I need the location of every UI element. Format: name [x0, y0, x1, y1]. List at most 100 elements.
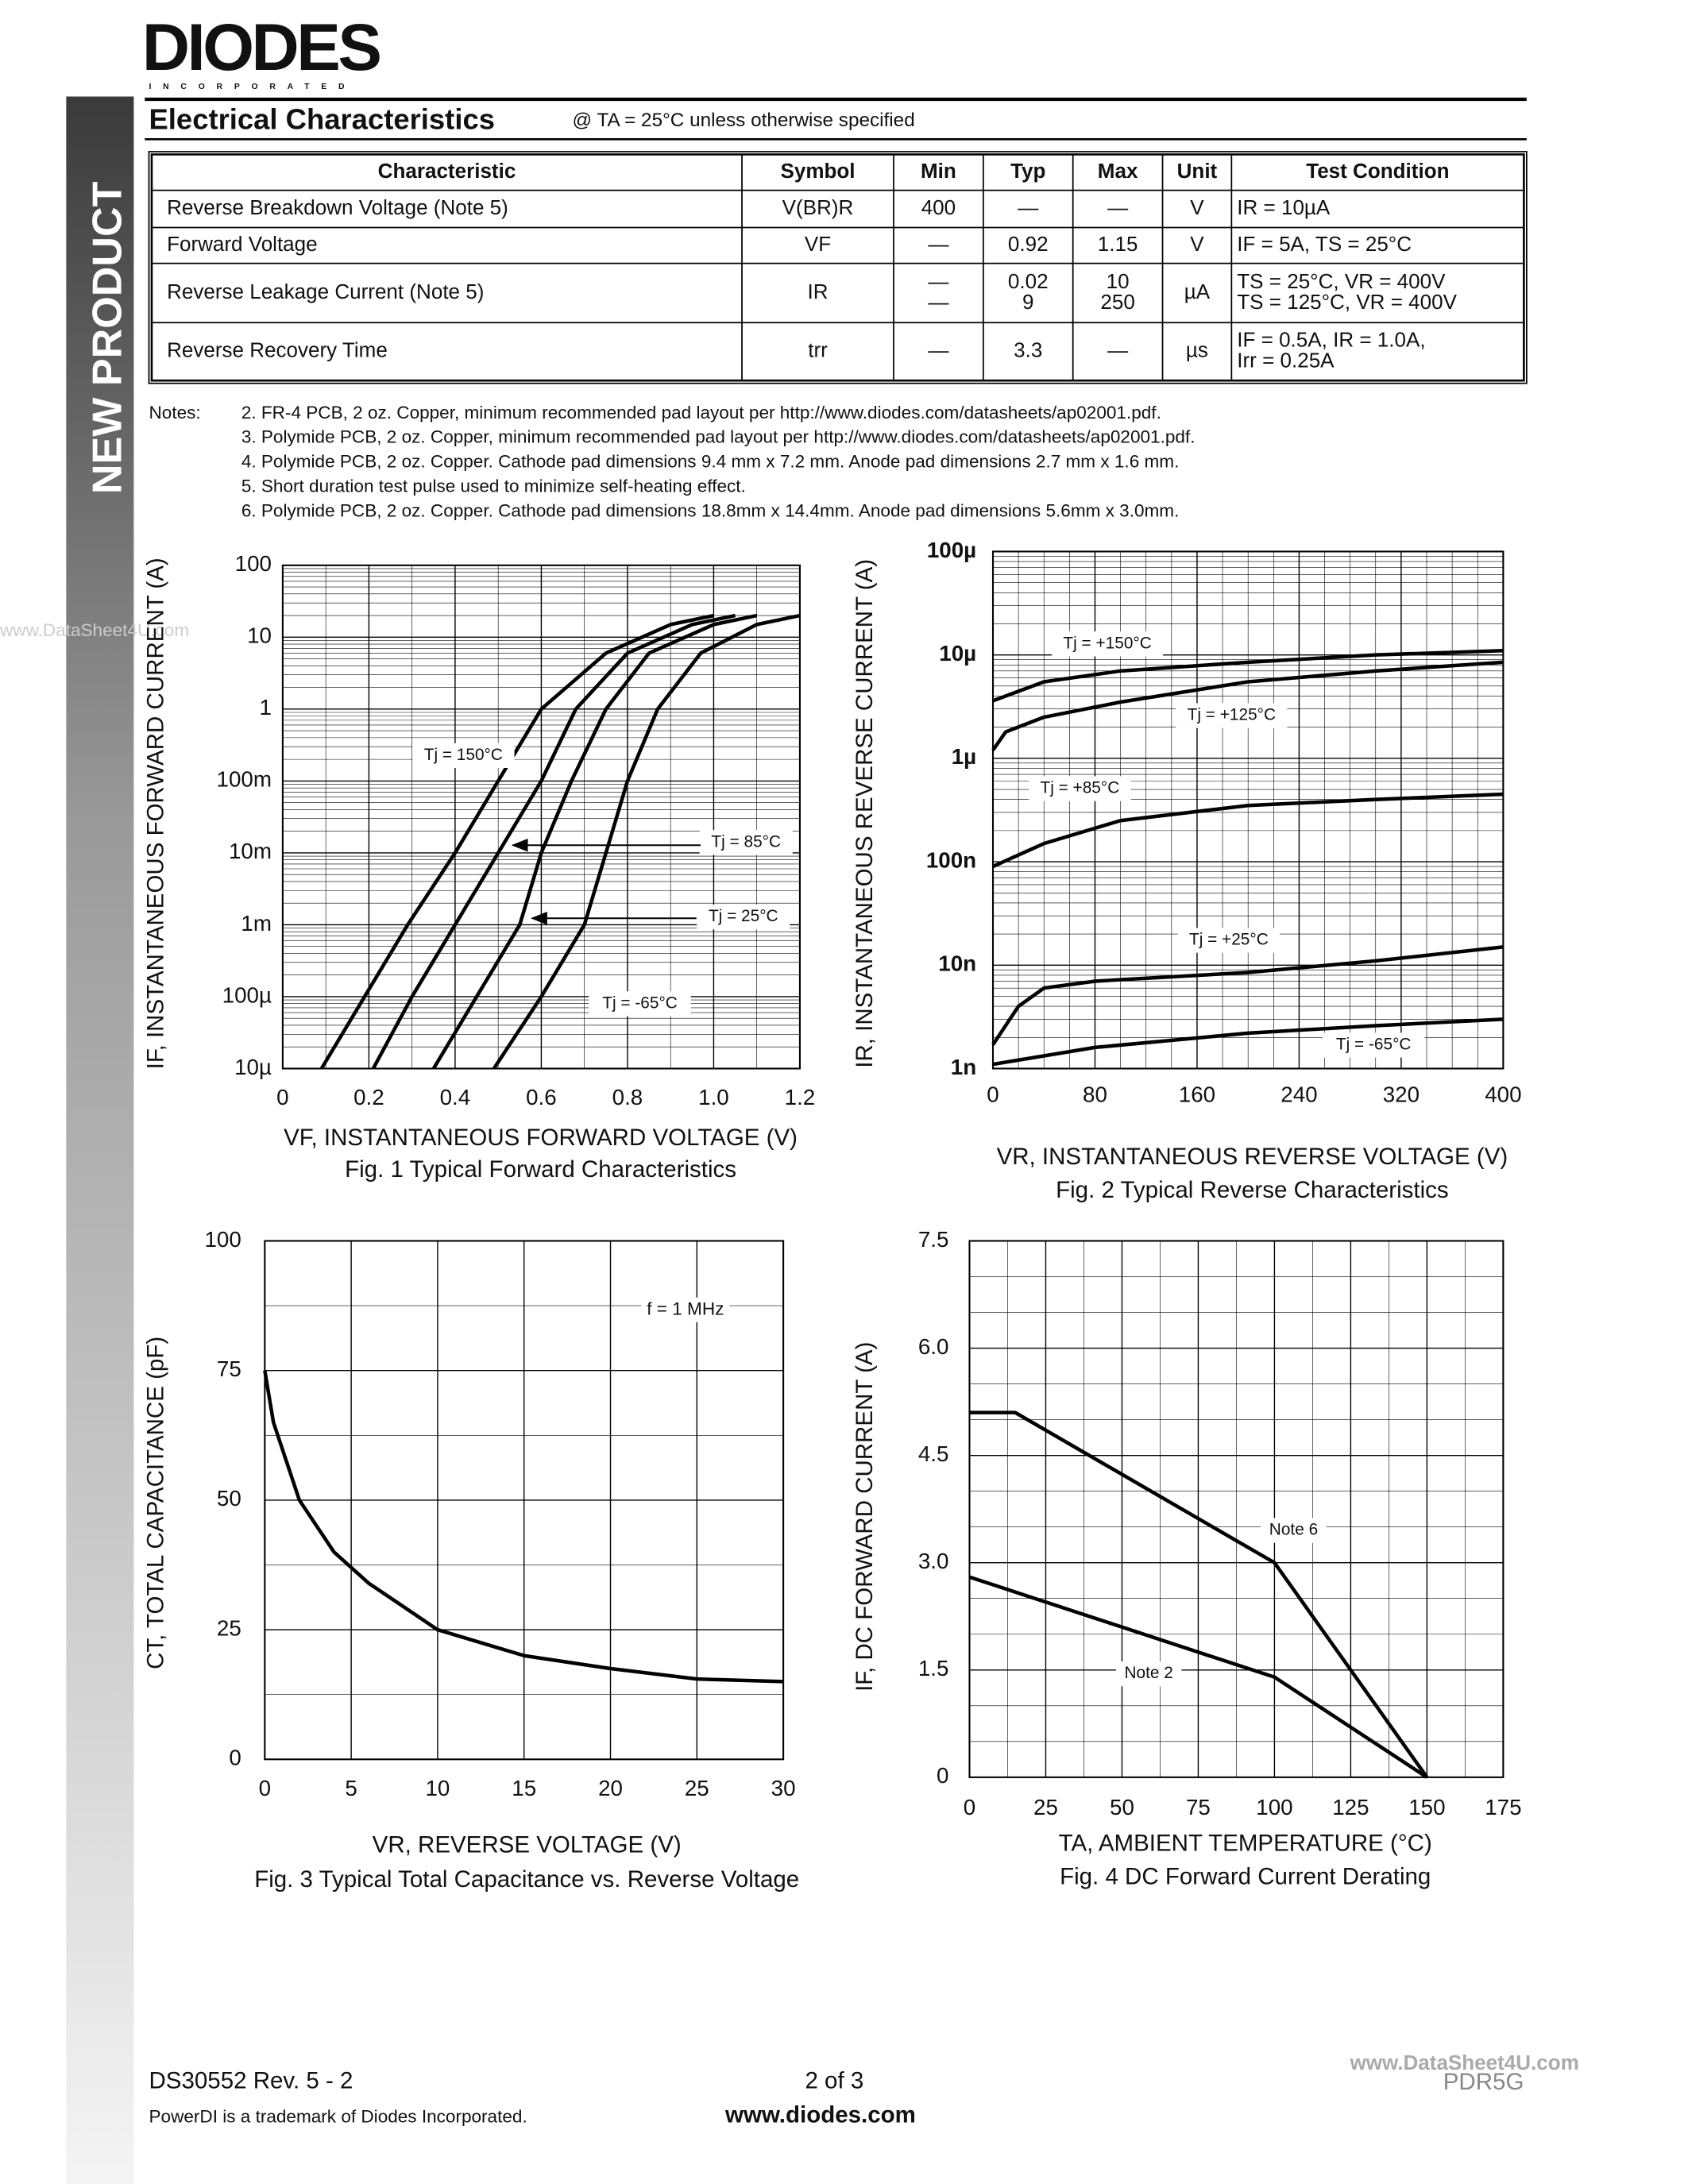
y-tick-label: 10m: [229, 839, 272, 863]
plot-frame: [968, 1240, 1505, 1778]
table-cell: V(BR)R: [782, 195, 854, 219]
table-cell: Irr = 0.25A: [1237, 349, 1335, 372]
y-tick-label: 25: [217, 1615, 241, 1640]
x-tick-label: 25: [685, 1776, 709, 1800]
y-tick-label: 0: [937, 1763, 948, 1788]
y-tick-label: 4.5: [918, 1441, 949, 1466]
label-bg: [1177, 928, 1280, 953]
chart: 0 5 10 15 20 25 30 0 25 50 75 100 f = 1 MHz VR, REVER…: [143, 1227, 799, 1893]
x-tick-label: 400: [1485, 1082, 1521, 1107]
note: 2. FR-4 PCB, 2 oz. Copper, minimum recom…: [241, 403, 1161, 423]
table-cell: —: [1107, 195, 1129, 219]
x-tick-label: 5: [345, 1776, 357, 1800]
table-cell: TS = 125°C, VR = 400V: [1237, 290, 1457, 314]
y-tick-label: 10: [247, 623, 272, 648]
column-header: Typ: [1010, 159, 1045, 183]
logo-sub: INCORPORATED: [149, 83, 356, 91]
x-tick-label: 1.2: [785, 1085, 816, 1109]
label-bg: [1115, 1661, 1182, 1687]
x-tick-label: 0.8: [612, 1085, 643, 1109]
series-label: Note 6: [1269, 1521, 1318, 1539]
table-cell: IF = 0.5A, IR = 1.0A,: [1237, 328, 1425, 352]
y-tick-label: 6.0: [918, 1334, 949, 1359]
y-tick-label: 7.5: [918, 1227, 949, 1252]
table-cell: —: [928, 269, 949, 293]
curve: [991, 660, 1504, 751]
part-number: PDR5G: [1443, 2069, 1524, 2095]
x-tick-label: 150: [1408, 1795, 1445, 1819]
notes: Notes: 2. FR-4 PCB, 2 oz. Copper, minimum…: [149, 403, 1195, 521]
column-header: Unit: [1177, 159, 1218, 183]
y-tick-label: 100n: [926, 847, 976, 872]
series-label: Tj = +25°C: [1189, 931, 1269, 949]
table-cell: 250: [1100, 290, 1134, 314]
x-tick-label: 30: [771, 1776, 796, 1800]
x-tick-label: 0.2: [353, 1085, 384, 1109]
series-label: Tj = +125°C: [1188, 706, 1276, 724]
label-bg: [1176, 703, 1288, 728]
y-tick-label: 100: [204, 1227, 241, 1252]
column-header: Max: [1098, 159, 1138, 183]
table-cell: 3.3: [1014, 338, 1042, 362]
column-header: Test Condition: [1306, 159, 1449, 183]
series-label: Tj = -65°C: [1336, 1035, 1412, 1053]
table-cell: —: [1018, 195, 1039, 219]
column-header: Symbol: [780, 159, 855, 183]
figure-caption: Fig. 1 Typical Forward Characteristics: [345, 1156, 736, 1183]
table-cell: trr: [808, 338, 828, 362]
table-cell: V: [1190, 195, 1204, 219]
x-axis-label: VR, INSTANTANEOUS REVERSE VOLTAGE (V): [997, 1144, 1508, 1170]
curve: [431, 613, 758, 1070]
x-tick-label: 15: [512, 1776, 536, 1800]
y-tick-label: 0: [229, 1746, 241, 1770]
x-tick-label: 240: [1280, 1082, 1317, 1107]
table-cell: TS = 25°C, VR = 400V: [1237, 269, 1446, 293]
y-tick-label: 1.5: [918, 1656, 949, 1680]
y-tick-label: 3.0: [918, 1549, 949, 1573]
label-bg: [1261, 1518, 1327, 1543]
x-tick-label: 0: [987, 1082, 999, 1107]
curve: [992, 792, 1504, 869]
y-tick-label: 10µ: [234, 1055, 272, 1079]
watermark: www.DataSheet4U.com: [1349, 2051, 1578, 2074]
series-label: Tj = 25°C: [709, 907, 778, 925]
section-title: Electrical Characteristics: [149, 102, 494, 135]
notes-label: Notes:: [149, 403, 200, 423]
note: 6. Polymide PCB, 2 oz. Copper. Cathode p…: [241, 500, 1180, 520]
curve: [263, 1370, 784, 1684]
x-tick-label: 175: [1485, 1795, 1521, 1819]
y-tick-label: 1: [260, 695, 272, 720]
table-cell: 0.02: [1008, 269, 1049, 293]
plot-frame: [991, 550, 1505, 1070]
y-tick-label: 75: [217, 1356, 241, 1381]
y-axis-label: CT, TOTAL CAPACITANCE (pF): [143, 1337, 169, 1669]
chart: 0 0.2 0.4 0.6 0.8 1.0 1.2 10µ 100µ 1m 10m 100m 1 10 10…: [143, 551, 816, 1183]
label-bg: [412, 743, 515, 769]
y-tick-label: 1m: [241, 911, 272, 936]
figure-caption: Fig. 4 DC Forward Current Derating: [1060, 1863, 1431, 1889]
table-cell: µA: [1184, 280, 1211, 303]
x-tick-label: 75: [1186, 1795, 1211, 1819]
series-label: Tj = 85°C: [711, 832, 781, 851]
table-cell: —: [928, 232, 949, 256]
table: Characteristic Symbol Min Typ Max Unit Test Co…: [148, 151, 1528, 384]
y-tick-label: 1n: [951, 1055, 976, 1079]
x-tick-label: 25: [1033, 1795, 1058, 1819]
note: 4. Polymide PCB, 2 oz. Copper. Cathode p…: [241, 452, 1180, 472]
x-axis-label: TA, AMBIENT TEMPERATURE (°C): [1059, 1831, 1432, 1857]
x-tick-label: 100: [1256, 1795, 1292, 1819]
x-tick-label: 320: [1383, 1082, 1420, 1107]
annotation: f = 1 MHz: [647, 1298, 724, 1318]
section-subtitle: @ TA = 25°C unless otherwise specified: [572, 110, 914, 131]
table-cell: —: [1107, 338, 1129, 362]
x-tick-label: 1.0: [698, 1085, 729, 1109]
table-cell: µs: [1186, 338, 1208, 362]
page-number: 2 of 3: [805, 2067, 863, 2093]
label-bg: [1052, 631, 1164, 657]
series-label: Note 2: [1124, 1664, 1172, 1682]
plot-frame: [264, 1240, 785, 1761]
figure-caption: Fig. 3 Typical Total Capacitance vs. Rev…: [254, 1866, 799, 1893]
table-cell: —: [928, 290, 949, 314]
y-tick-label: 100µ: [927, 538, 976, 562]
x-tick-label: 10: [425, 1776, 450, 1800]
